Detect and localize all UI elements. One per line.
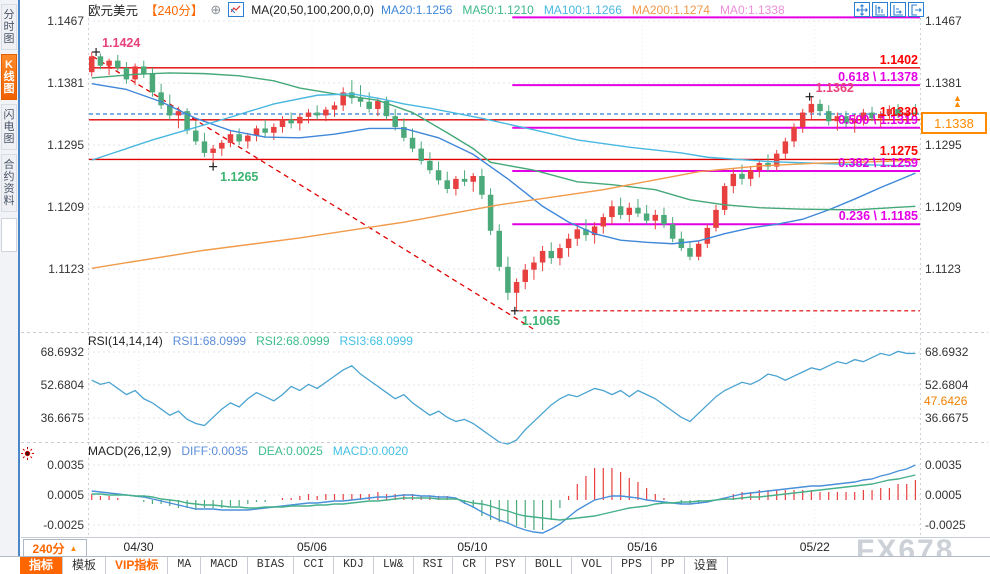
main-ytick-left: 1.1123 [48, 261, 84, 276]
toolbar-button-cn[interactable]: 模板 [63, 557, 107, 574]
toolbar-button-cci[interactable]: CCI [294, 557, 335, 574]
toolbar-button-pp[interactable]: PP [652, 557, 685, 574]
exit-chart-icon[interactable] [908, 2, 924, 17]
xaxis-date-label: 05/16 [627, 540, 658, 554]
price-level-label: 1.1275 [879, 144, 918, 159]
macd-ytick-right: 0.0035 [925, 458, 962, 472]
xaxis-date-label: 05/06 [296, 540, 327, 554]
macd-ytick-left: 0.0035 [47, 458, 84, 472]
ma-legend-value: MA100:1.1266 [543, 2, 622, 17]
rsi-ytick-right: 68.6932 [925, 345, 969, 359]
macd-legend: MACD(26,12,9) DIFF:0.0035 DEA:0.0025 MACD:… [88, 444, 418, 458]
sidebar-empty-slot [1, 218, 17, 252]
main-ytick-right: 1.1123 [925, 261, 961, 276]
main-ytick-right: 1.1381 [925, 75, 962, 90]
chart-style-icon[interactable] [228, 2, 245, 17]
main-chart-legend: 欧元美元 【240分】 ⊕ MA(20,50,100,200,0,0) MA20… [88, 1, 795, 19]
symbol-title: 欧元美元 [88, 4, 139, 18]
xaxis-date-label: 05/10 [457, 540, 488, 554]
rsi-ytick-left: 36.6675 [40, 411, 84, 425]
x-axis-scale-icon[interactable] [890, 2, 906, 17]
macd-ytick-left: 0.0005 [47, 488, 84, 502]
ma-legend-value: MA0:1.1338 [719, 2, 785, 17]
rsi-ytick-right: 52.6804 [925, 378, 969, 392]
rsi-legend: RSI(14,14,14) RSI1:68.0999 RSI2:68.0999 RS… [88, 334, 423, 348]
add-indicator-icon[interactable]: ⊕ [210, 1, 222, 17]
chart-window-controls [854, 2, 924, 17]
toolbar-button-lw[interactable]: LW& [374, 557, 414, 574]
macd-formula: MACD(26,12,9) [88, 444, 172, 458]
main-ytick-right: 1.1209 [925, 199, 962, 214]
y-axis-scale-icon[interactable] [872, 2, 888, 17]
high-marker-label: 1.1424 [102, 35, 141, 50]
fib-level-label: 0.500 \ 1.1319 [838, 112, 918, 127]
macd-legend-value: DIFF:0.0035 [181, 444, 249, 458]
ma-formula: MA(20,50,100,200,0,0) [251, 2, 375, 17]
ma-values: MA20:1.1256 MA50:1.1210 MA100:1.1266 MA200:… [381, 3, 795, 17]
period-selector-label: 240分 [32, 541, 65, 556]
period-selector[interactable]: 240分 ▲ [23, 539, 87, 557]
toolbar-button-cn[interactable]: 设置 [685, 557, 728, 574]
period-dropdown-arrow-icon: ▲ [69, 543, 78, 553]
low-marker-label: 1.1065 [521, 313, 561, 328]
rsi-current-value: 47.6426 [922, 394, 970, 408]
main-ytick-left: 1.1295 [47, 137, 84, 152]
macd-legend-value: DEA:0.0025 [258, 444, 323, 458]
toolbar-button-boll[interactable]: BOLL [526, 557, 573, 574]
main-ytick-left: 1.1381 [47, 75, 84, 90]
fib-level-label: 0.382 \ 1.1259 [838, 155, 918, 170]
toolbar-button-kdj[interactable]: KDJ [334, 557, 374, 574]
rsi-ytick-left: 52.6804 [40, 378, 84, 392]
rsi-legend-value: RSI1:68.0999 [172, 334, 247, 348]
rsi-ytick-right: 36.6675 [925, 411, 969, 425]
macd-legend-value: MACD:0.0020 [332, 444, 409, 458]
ma-legend-value: MA50:1.1210 [462, 2, 534, 17]
sun-icon[interactable] [21, 447, 34, 463]
sidebar-tab-contract-info[interactable]: 合约资料 [1, 154, 17, 212]
toolbar-button-cr[interactable]: CR [453, 557, 487, 574]
rsi-ytick-left: 68.6932 [40, 345, 84, 359]
macd-ytick-right: -0.0025 [925, 518, 966, 532]
low-marker-label: 1.1265 [220, 169, 259, 184]
main-ytick-right: 1.1467 [925, 14, 962, 28]
price-level-label: 1.1330 [879, 104, 918, 119]
toolbar-button-vol[interactable]: VOL [572, 557, 613, 574]
period-label: 【240分】 [145, 4, 204, 18]
price-up-arrow-icon: ▲ ▲ [953, 93, 962, 109]
sidebar-tab-time-share-chart[interactable]: 分时图 [1, 4, 17, 50]
main-ytick-left: 1.1209 [47, 199, 84, 214]
rsi-formula: RSI(14,14,14) [88, 334, 163, 348]
toolbar-button-cn[interactable]: 指标 [20, 557, 64, 574]
xaxis-date-label: 05/22 [799, 540, 830, 554]
current-price-badge: 1.1338 [921, 112, 987, 134]
main-ytick-left: 1.1467 [47, 14, 84, 28]
toolbar-button-cn[interactable]: VIP指标 [106, 557, 169, 574]
main-ytick-right: 1.1295 [925, 137, 962, 152]
fib-level-label: 0.236 \ 1.1185 [838, 209, 918, 224]
toolbar-button-bias[interactable]: BIAS [248, 557, 295, 574]
toolbar-button-rsi[interactable]: RSI [414, 557, 454, 574]
crosshair-pan-icon[interactable] [854, 2, 870, 17]
macd-ytick-right: 0.0005 [925, 488, 962, 502]
toolbar-button-macd[interactable]: MACD [201, 557, 248, 574]
macd-ytick-left: -0.0025 [43, 518, 84, 532]
price-level-label: 1.1402 [879, 52, 918, 67]
rsi-legend-value: RSI3:68.0999 [339, 334, 413, 348]
toolbar-button-psy[interactable]: PSY [486, 557, 526, 574]
high-marker-label: 1.1362 [815, 80, 854, 95]
toolbar-button-ma[interactable]: MA [168, 557, 202, 574]
indicator-toolbar: 指标 模板 VIP指标 MA MACD BIAS CCI KDJ LW& RSI CR PSY BOLL… [20, 557, 990, 574]
toolbar-button-pps[interactable]: PPS [612, 557, 652, 574]
rsi-legend-value: RSI2:68.0999 [256, 334, 330, 348]
ma-legend-value: MA20:1.1256 [381, 2, 453, 17]
ma-legend-value: MA200:1.1274 [631, 2, 710, 17]
fib-level-label: 0.618 \ 1.1378 [838, 70, 918, 85]
sidebar-tab-flash-chart[interactable]: 闪电图 [1, 104, 17, 150]
xaxis-date-label: 04/30 [123, 540, 154, 554]
